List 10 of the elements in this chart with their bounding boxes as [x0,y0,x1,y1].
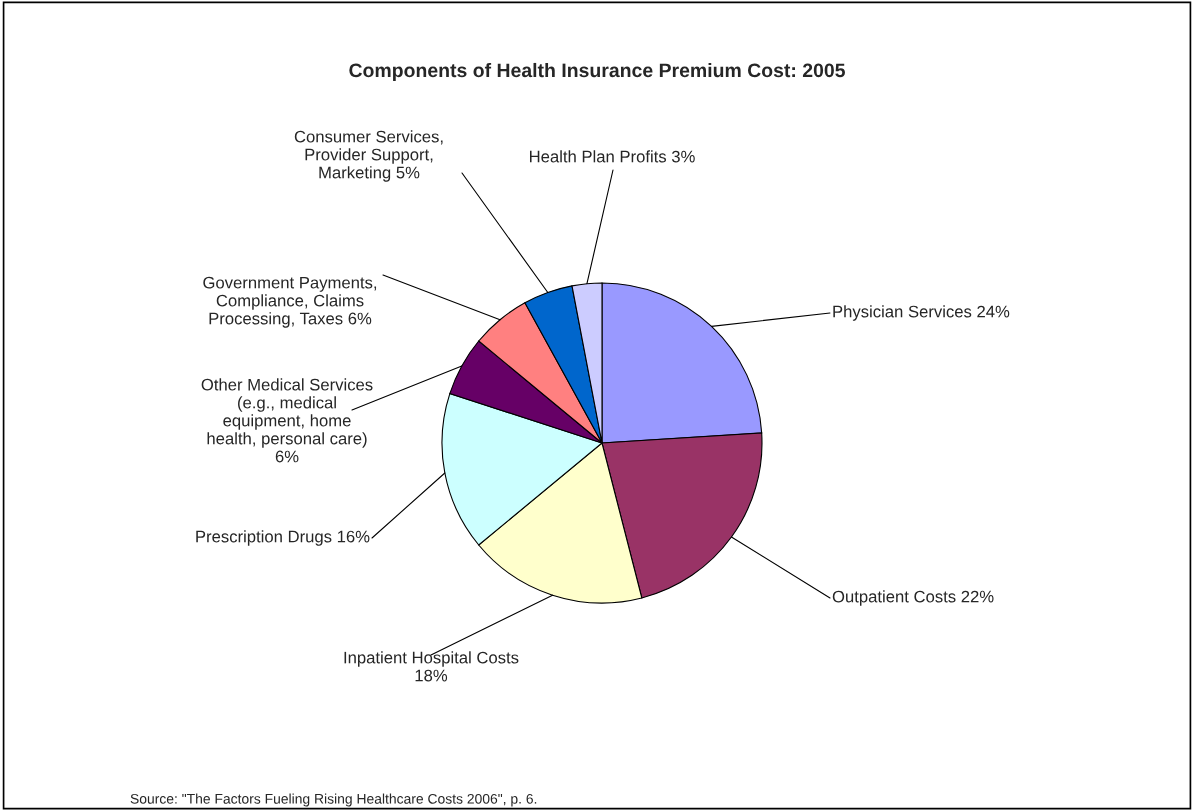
slice-label: Health Plan Profits 3% [530,150,695,163]
slice-label: Government Payments, Compliance, Claims Processing, Taxes 6% [203,276,377,328]
slice-label: Physician Services 24% [833,305,1010,321]
chart-title: Components of Health Insurance Premium Cost: 2005 [349,62,845,82]
slice-label: Consumer Services, Provider Support, Marketing 5% [294,130,443,182]
slice-label: Other Medical Services (e.g., medical equipment, home health, personal care) 6% [201,378,373,463]
source-note: Source: "The Factors Fueling Rising Healthcare Costs 2006", p. 6. [130,793,537,807]
slice-label: Inpatient Hospital Costs 18% [344,651,519,682]
slice-label: Outpatient Costs 22% [832,590,994,606]
slice-label: Prescription Drugs 16% [196,530,370,546]
